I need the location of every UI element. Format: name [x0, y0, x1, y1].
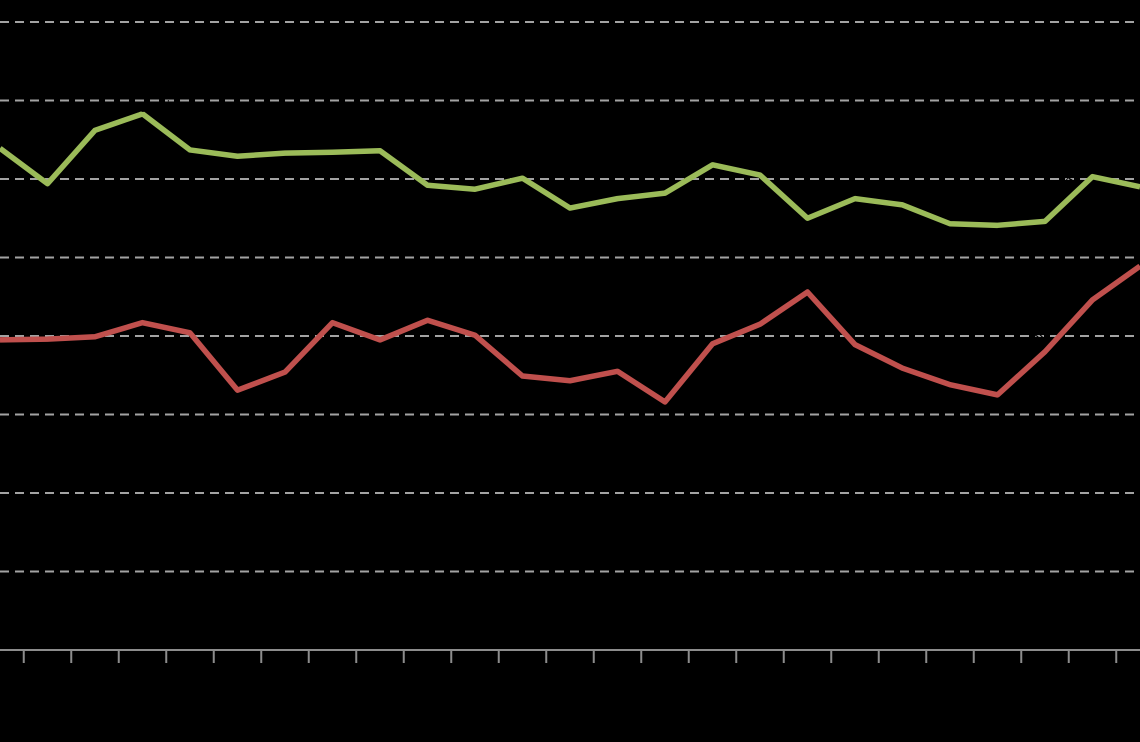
- red-series-line: [0, 263, 1140, 405]
- green-series-line: [0, 111, 1140, 229]
- inline-series-label-0: Slovenia: [127, 97, 179, 116]
